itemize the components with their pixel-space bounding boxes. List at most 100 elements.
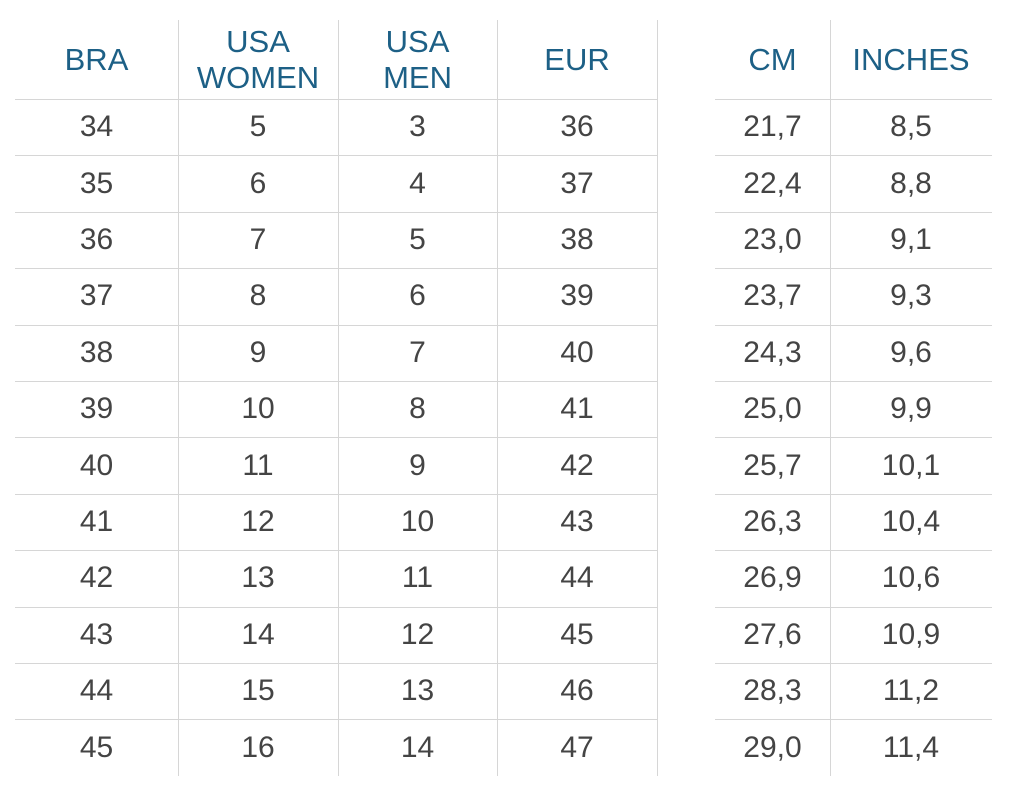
table-cell: 44 bbox=[15, 663, 178, 719]
table-cell-text: 43 bbox=[560, 504, 594, 538]
row-divider bbox=[15, 268, 657, 270]
table-cell-text: 7 bbox=[409, 335, 426, 369]
table-cell-text: 40 bbox=[560, 335, 594, 369]
table-cell-text: 6 bbox=[249, 166, 267, 200]
table-cell-text: 9 bbox=[249, 335, 267, 369]
table-cell: 12 bbox=[178, 494, 338, 550]
header-divider bbox=[15, 99, 657, 100]
table-cell-text: 46 bbox=[560, 674, 594, 708]
table-cell: 28,3 bbox=[715, 663, 830, 719]
table-cell: 13 bbox=[338, 663, 497, 719]
table-cell: 5 bbox=[338, 212, 497, 268]
table-cell-text: 25,0 bbox=[743, 392, 802, 426]
table-cell-text: 26,3 bbox=[743, 504, 802, 538]
row-divider bbox=[715, 493, 992, 495]
column-header: INCHES bbox=[830, 20, 992, 99]
table-cell: 11 bbox=[338, 550, 497, 606]
table-cell-text: 8,5 bbox=[890, 110, 932, 144]
table-cell-text: 9 bbox=[409, 448, 426, 482]
table-cell: 8,5 bbox=[830, 99, 992, 155]
table-cell-text: 41 bbox=[560, 392, 594, 426]
table-cell-text: 10,4 bbox=[881, 504, 941, 538]
table-cell: 26,9 bbox=[715, 550, 830, 606]
column-divider bbox=[178, 20, 179, 776]
column-header: CM bbox=[715, 20, 830, 99]
table-cell: 9 bbox=[178, 325, 338, 381]
column-divider bbox=[338, 20, 339, 776]
table-cell: 42 bbox=[497, 437, 657, 493]
table-cell-text: 9,6 bbox=[890, 335, 932, 369]
table-cell-text: 9,3 bbox=[890, 279, 932, 313]
column-header: EUR bbox=[497, 20, 657, 99]
table-cell: 23,7 bbox=[715, 268, 830, 324]
table-cell-text: 15 bbox=[241, 674, 275, 708]
column-divider bbox=[830, 20, 831, 776]
table-cell-text: 9,9 bbox=[890, 392, 932, 426]
table-cell: 39 bbox=[497, 268, 657, 324]
table-cell: 15 bbox=[178, 663, 338, 719]
table-cell-text: 26,9 bbox=[743, 561, 802, 595]
column-header: BRA bbox=[15, 20, 178, 99]
table-cell-text: 34 bbox=[79, 110, 114, 144]
column-divider bbox=[657, 20, 658, 776]
table-cell-text: 37 bbox=[79, 279, 114, 313]
table-cell-text: 5 bbox=[409, 222, 426, 256]
row-divider bbox=[15, 155, 657, 157]
table-cell-text: 10,1 bbox=[881, 448, 941, 482]
table-cell: 38 bbox=[497, 212, 657, 268]
table-cell-text: 28,3 bbox=[743, 674, 802, 708]
table-cell: 36 bbox=[15, 212, 178, 268]
table-cell-text: 39 bbox=[560, 279, 594, 313]
row-divider bbox=[15, 324, 657, 326]
table-cell-text: 23,7 bbox=[743, 279, 802, 313]
table-cell-text: 14 bbox=[241, 617, 275, 651]
table-cell-text: 37 bbox=[560, 166, 594, 200]
table-cell: 23,0 bbox=[715, 212, 830, 268]
row-divider bbox=[15, 606, 657, 608]
table-cell-text: 8 bbox=[409, 392, 426, 426]
table-cell-text: 10 bbox=[400, 504, 435, 538]
table-cell-text: 23,0 bbox=[743, 222, 802, 256]
table-cell-text: 39 bbox=[79, 392, 114, 426]
table-cell: 39 bbox=[15, 381, 178, 437]
row-divider bbox=[715, 381, 992, 382]
table-cell: 40 bbox=[15, 437, 178, 493]
column-header-text: INCHES bbox=[852, 41, 970, 77]
table-cell-text: 25,7 bbox=[743, 448, 802, 482]
table-cell-text: 4 bbox=[409, 166, 426, 200]
table-cell: 8 bbox=[178, 268, 338, 324]
table-cell: 29,0 bbox=[715, 719, 830, 775]
table-cell-text: 38 bbox=[79, 335, 114, 369]
table-cell: 10,4 bbox=[830, 494, 992, 550]
table-cell: 45 bbox=[497, 607, 657, 663]
row-divider bbox=[715, 606, 992, 608]
table-cell: 27,6 bbox=[715, 607, 830, 663]
table-cell: 3 bbox=[338, 99, 497, 155]
table-cell-text: 42 bbox=[560, 448, 594, 482]
table-cell: 10,1 bbox=[830, 437, 992, 493]
table-cell-text: 11 bbox=[242, 448, 274, 482]
row-divider bbox=[15, 211, 657, 213]
row-divider bbox=[15, 719, 657, 721]
table-cell-text: 6 bbox=[409, 279, 426, 313]
column-header-text: USA WOMEN bbox=[196, 23, 320, 95]
table-cell-text: 44 bbox=[79, 674, 114, 708]
table-cell-text: 21,7 bbox=[743, 110, 802, 144]
table-cell: 37 bbox=[15, 268, 178, 324]
column-header-text: CM bbox=[748, 41, 797, 77]
table-cell-text: 13 bbox=[241, 561, 275, 595]
table-cell: 24,3 bbox=[715, 325, 830, 381]
table-cell-text: 8,8 bbox=[890, 166, 932, 200]
row-divider bbox=[15, 663, 657, 664]
table-cell: 22,4 bbox=[715, 155, 830, 211]
table-cell-text: 22,4 bbox=[743, 166, 802, 200]
table-cell-text: 5 bbox=[249, 110, 267, 144]
table-cell-text: 11 bbox=[401, 561, 434, 595]
column-header: USA WOMEN bbox=[178, 20, 338, 99]
table-cell: 37 bbox=[497, 155, 657, 211]
table-cell-text: 45 bbox=[79, 730, 114, 764]
table-cell-text: 35 bbox=[79, 166, 114, 200]
column-header-text: BRA bbox=[64, 41, 129, 77]
table-cell: 11,2 bbox=[830, 663, 992, 719]
